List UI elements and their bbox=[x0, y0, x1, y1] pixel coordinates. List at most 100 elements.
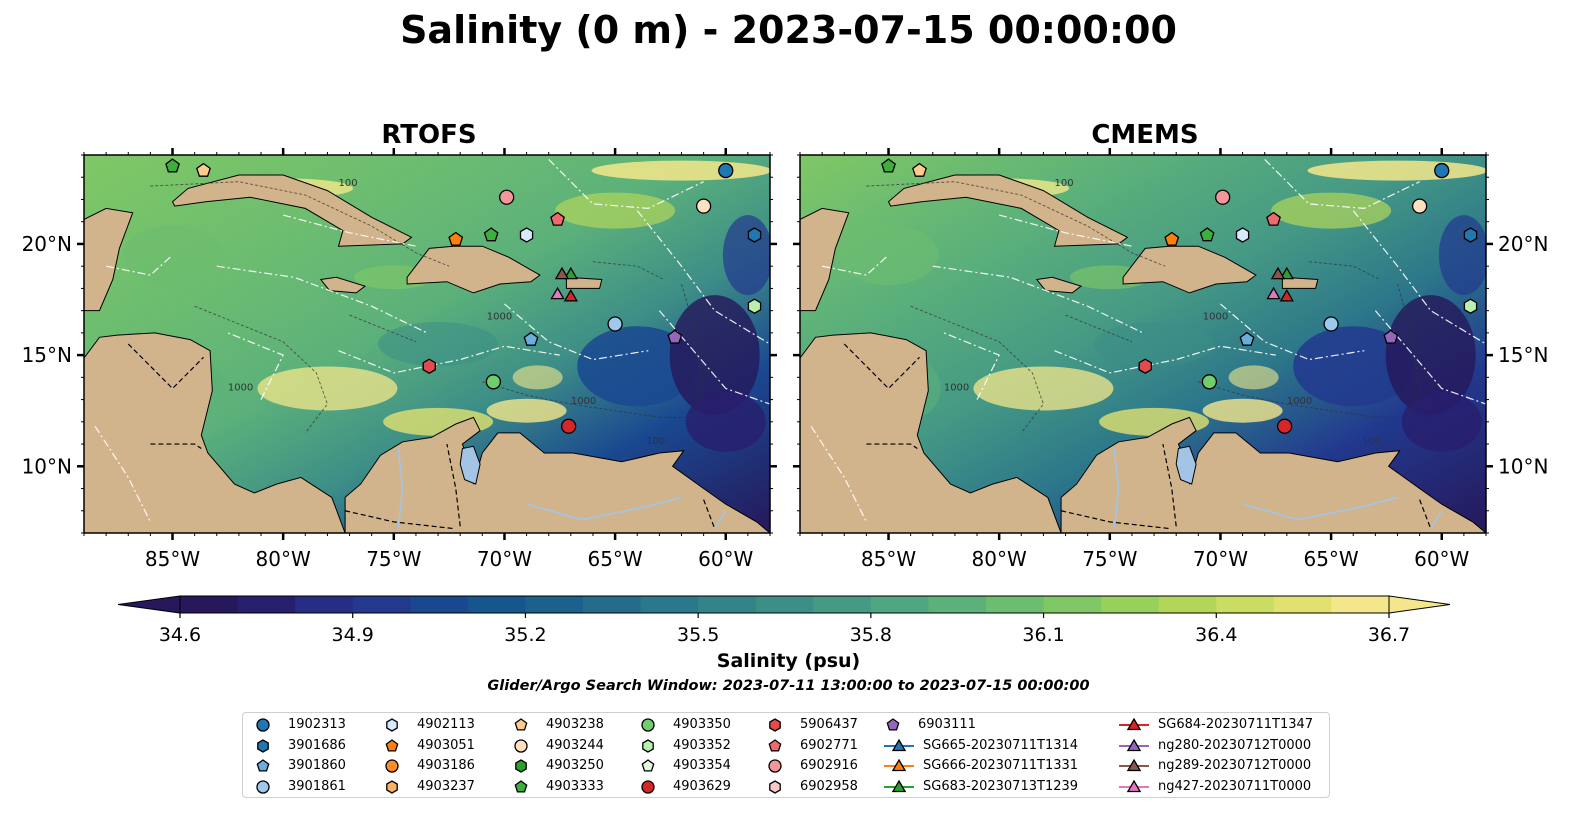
legend-item: SG684-20230711T1347 bbox=[1118, 715, 1328, 735]
legend-marker-icon bbox=[1126, 758, 1142, 772]
contour-label: 100 bbox=[646, 436, 665, 447]
land-central bbox=[84, 332, 346, 533]
colorbar-segment bbox=[986, 596, 1045, 613]
legend-marker-icon bbox=[1126, 779, 1142, 792]
obs-marker-ng289 bbox=[1270, 266, 1286, 280]
land-yucatan bbox=[84, 207, 134, 312]
obs-marker-4903244 bbox=[1411, 198, 1428, 214]
obs-marker-5906437 bbox=[422, 358, 436, 374]
legend-marker-icon bbox=[385, 738, 399, 752]
colorbar-segment bbox=[467, 596, 527, 613]
obs-marker-4902113 bbox=[1235, 227, 1250, 243]
legend-label: 6902771 bbox=[800, 737, 858, 753]
lat-tick-label: 15°N bbox=[1498, 343, 1548, 367]
panel-title-rtofs: RTOFS bbox=[381, 120, 477, 150]
land-southam bbox=[1060, 416, 1486, 533]
colorbar-segment bbox=[870, 596, 930, 613]
legend-label: ng280-20230712T0000 bbox=[1158, 737, 1312, 753]
obs-marker-3901861 bbox=[607, 316, 623, 332]
legend-marker-icon bbox=[514, 738, 528, 753]
obs-marker-1902313 bbox=[718, 162, 734, 179]
colorbar-segment bbox=[1158, 596, 1217, 613]
contour-label: 1000 bbox=[1203, 312, 1228, 323]
search-window-caption: Glider/Argo Search Window: 2023-07-11 13… bbox=[487, 678, 1090, 694]
lon-tick-label: 75°W bbox=[366, 547, 421, 571]
colorbar-segment bbox=[237, 596, 296, 613]
legend-label: 6902958 bbox=[800, 778, 858, 794]
page-title: Salinity (0 m) - 2023-07-15 00:00:00 bbox=[400, 8, 1177, 52]
colorbar-tick-label: 35.2 bbox=[504, 624, 546, 646]
obs-marker-SG684 bbox=[563, 288, 579, 302]
lake-maracaibo bbox=[1175, 445, 1197, 485]
obs-marker-6902916 bbox=[1215, 189, 1231, 205]
land-jamaica bbox=[319, 276, 367, 294]
contour-label: 100 bbox=[338, 178, 357, 189]
legend-label: SG683-20230713T1239 bbox=[923, 778, 1079, 794]
legend-label: 6902916 bbox=[800, 758, 858, 773]
legend-label: 4902113 bbox=[417, 717, 475, 732]
obs-marker-4903629 bbox=[560, 418, 577, 434]
obs-marker-SG683 bbox=[1279, 266, 1295, 280]
legend-label: 5906437 bbox=[800, 717, 858, 732]
legend-marker-icon bbox=[514, 779, 528, 793]
colorbar-segment bbox=[928, 596, 987, 613]
obs-marker-1902313 bbox=[1434, 162, 1450, 179]
obs-marker-4902113 bbox=[519, 227, 534, 243]
colorbar-tick-label: 36.4 bbox=[1195, 624, 1237, 646]
legend-item: 4903350 bbox=[638, 715, 763, 735]
obs-marker-ng289 bbox=[554, 266, 570, 280]
legend-label: SG666-20230711T1331 bbox=[923, 758, 1079, 773]
legend-marker-icon bbox=[257, 738, 269, 753]
legend-item: 1902313 bbox=[253, 715, 378, 735]
legend-label: 4903186 bbox=[417, 758, 475, 773]
legend-item: 4902113 bbox=[382, 715, 507, 735]
legend-marker-icon bbox=[1126, 717, 1142, 731]
obs-marker-6903111 bbox=[667, 329, 683, 344]
legend-label: 4903333 bbox=[546, 778, 604, 794]
colorbar-segment bbox=[1273, 596, 1333, 613]
colorbar-tick-label: 34.9 bbox=[332, 624, 374, 646]
legend-item: 4903186 bbox=[382, 756, 507, 776]
colorbar-segment bbox=[698, 596, 757, 613]
legend-marker-icon bbox=[769, 779, 781, 794]
legend-label: 4903250 bbox=[546, 758, 604, 773]
legend-item: 5906437 bbox=[765, 715, 880, 735]
legend-label: SG684-20230711T1347 bbox=[1158, 717, 1314, 732]
legend-item: 4903629 bbox=[638, 777, 763, 797]
contour-label: 1000 bbox=[944, 383, 969, 394]
colorbar-tick-label: 36.1 bbox=[1022, 624, 1064, 646]
colorbar-segment bbox=[1331, 596, 1390, 613]
lake-maracaibo bbox=[459, 445, 481, 485]
map-panel-rtofs: 1000 1000 1000 100 100 85°W 80°W 75°W 70°W 65°W 60… bbox=[22, 148, 777, 571]
legend-label: ng289-20230712T0000 bbox=[1158, 758, 1312, 773]
contour-label: 100 bbox=[1362, 436, 1381, 447]
colorbar-segment bbox=[640, 596, 699, 613]
obs-marker-3901686 bbox=[747, 227, 762, 243]
lon-tick-label: 65°W bbox=[1303, 547, 1358, 571]
obs-marker-4903333b bbox=[881, 158, 896, 173]
lon-tick-label: 60°W bbox=[1414, 547, 1469, 571]
legend-label: 1902313 bbox=[288, 717, 346, 732]
lon-tick-label: 60°W bbox=[698, 547, 753, 571]
obs-marker-4903051 bbox=[448, 231, 464, 246]
legend-marker-icon bbox=[256, 759, 270, 772]
legend-label: 3901860 bbox=[288, 758, 346, 773]
lon-tick-label: 85°W bbox=[861, 547, 916, 571]
colorbar-tick-label: 34.6 bbox=[159, 624, 201, 646]
obs-marker-4903333b bbox=[165, 158, 180, 173]
colorbar-segment bbox=[1101, 596, 1160, 613]
legend-marker-icon bbox=[642, 738, 654, 753]
panel-title-cmems: CMEMS bbox=[1091, 120, 1199, 150]
land-yucatan bbox=[800, 207, 850, 312]
colorbar-segment bbox=[352, 596, 411, 613]
obs-marker-ng427 bbox=[1266, 286, 1281, 300]
legend-item: 4903244 bbox=[511, 736, 636, 756]
legend-label: 4903051 bbox=[417, 737, 475, 753]
legend-label: 3901686 bbox=[288, 737, 346, 753]
obs-marker-4903333 bbox=[483, 227, 499, 242]
contour-label: 1000 bbox=[571, 396, 596, 407]
colorbar-tick-label: 35.8 bbox=[850, 624, 892, 646]
legend-marker-icon bbox=[641, 779, 655, 794]
contour-label: 1000 bbox=[487, 312, 512, 323]
legend-label: ng427-20230711T0000 bbox=[1158, 778, 1312, 794]
